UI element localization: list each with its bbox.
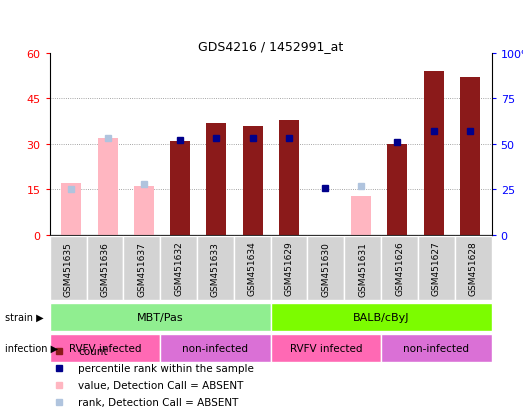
Text: GSM451636: GSM451636 bbox=[100, 241, 109, 296]
Bar bbox=[308, 237, 344, 300]
Text: GSM451631: GSM451631 bbox=[358, 241, 367, 296]
Text: RVFV infected: RVFV infected bbox=[290, 343, 362, 353]
Bar bbox=[271, 303, 492, 331]
Bar bbox=[207, 123, 226, 235]
Bar bbox=[344, 237, 381, 300]
Bar bbox=[455, 237, 492, 300]
Bar bbox=[381, 334, 492, 362]
Text: GSM451627: GSM451627 bbox=[432, 241, 441, 296]
Text: GSM451632: GSM451632 bbox=[174, 241, 183, 296]
Text: GSM451634: GSM451634 bbox=[248, 241, 257, 296]
Text: GSM451633: GSM451633 bbox=[211, 241, 220, 296]
Bar bbox=[170, 142, 190, 235]
Bar bbox=[50, 334, 160, 362]
Bar bbox=[351, 196, 371, 235]
Bar bbox=[418, 237, 455, 300]
Text: strain ▶: strain ▶ bbox=[5, 312, 44, 322]
Text: percentile rank within the sample: percentile rank within the sample bbox=[78, 363, 254, 373]
Text: infection ▶: infection ▶ bbox=[5, 343, 59, 353]
Bar bbox=[123, 237, 160, 300]
Bar bbox=[271, 237, 308, 300]
Bar bbox=[134, 187, 154, 235]
Text: GSM451626: GSM451626 bbox=[395, 241, 404, 296]
Bar bbox=[160, 334, 271, 362]
Title: GDS4216 / 1452991_at: GDS4216 / 1452991_at bbox=[198, 40, 343, 52]
Text: BALB/cByJ: BALB/cByJ bbox=[353, 312, 410, 322]
Bar bbox=[424, 72, 444, 235]
Text: RVFV infected: RVFV infected bbox=[69, 343, 141, 353]
Bar bbox=[50, 237, 86, 300]
Bar bbox=[98, 138, 118, 235]
Text: GSM451635: GSM451635 bbox=[64, 241, 73, 296]
Bar bbox=[50, 303, 271, 331]
Text: non-infected: non-infected bbox=[183, 343, 248, 353]
Text: count: count bbox=[78, 346, 108, 356]
Bar bbox=[279, 120, 299, 235]
Text: MBT/Pas: MBT/Pas bbox=[137, 312, 184, 322]
Text: GSM451637: GSM451637 bbox=[137, 241, 146, 296]
Bar bbox=[160, 237, 197, 300]
Bar bbox=[388, 145, 407, 235]
Text: GSM451629: GSM451629 bbox=[285, 241, 293, 296]
Bar bbox=[197, 237, 234, 300]
Bar bbox=[271, 334, 381, 362]
Bar bbox=[243, 126, 263, 235]
Bar bbox=[86, 237, 123, 300]
Bar bbox=[381, 237, 418, 300]
Text: rank, Detection Call = ABSENT: rank, Detection Call = ABSENT bbox=[78, 397, 239, 407]
Text: GSM451628: GSM451628 bbox=[469, 241, 477, 296]
Bar bbox=[62, 184, 82, 235]
Text: non-infected: non-infected bbox=[403, 343, 469, 353]
Bar bbox=[460, 78, 480, 235]
Text: GSM451630: GSM451630 bbox=[322, 241, 331, 296]
Text: value, Detection Call = ABSENT: value, Detection Call = ABSENT bbox=[78, 380, 244, 390]
Bar bbox=[234, 237, 271, 300]
